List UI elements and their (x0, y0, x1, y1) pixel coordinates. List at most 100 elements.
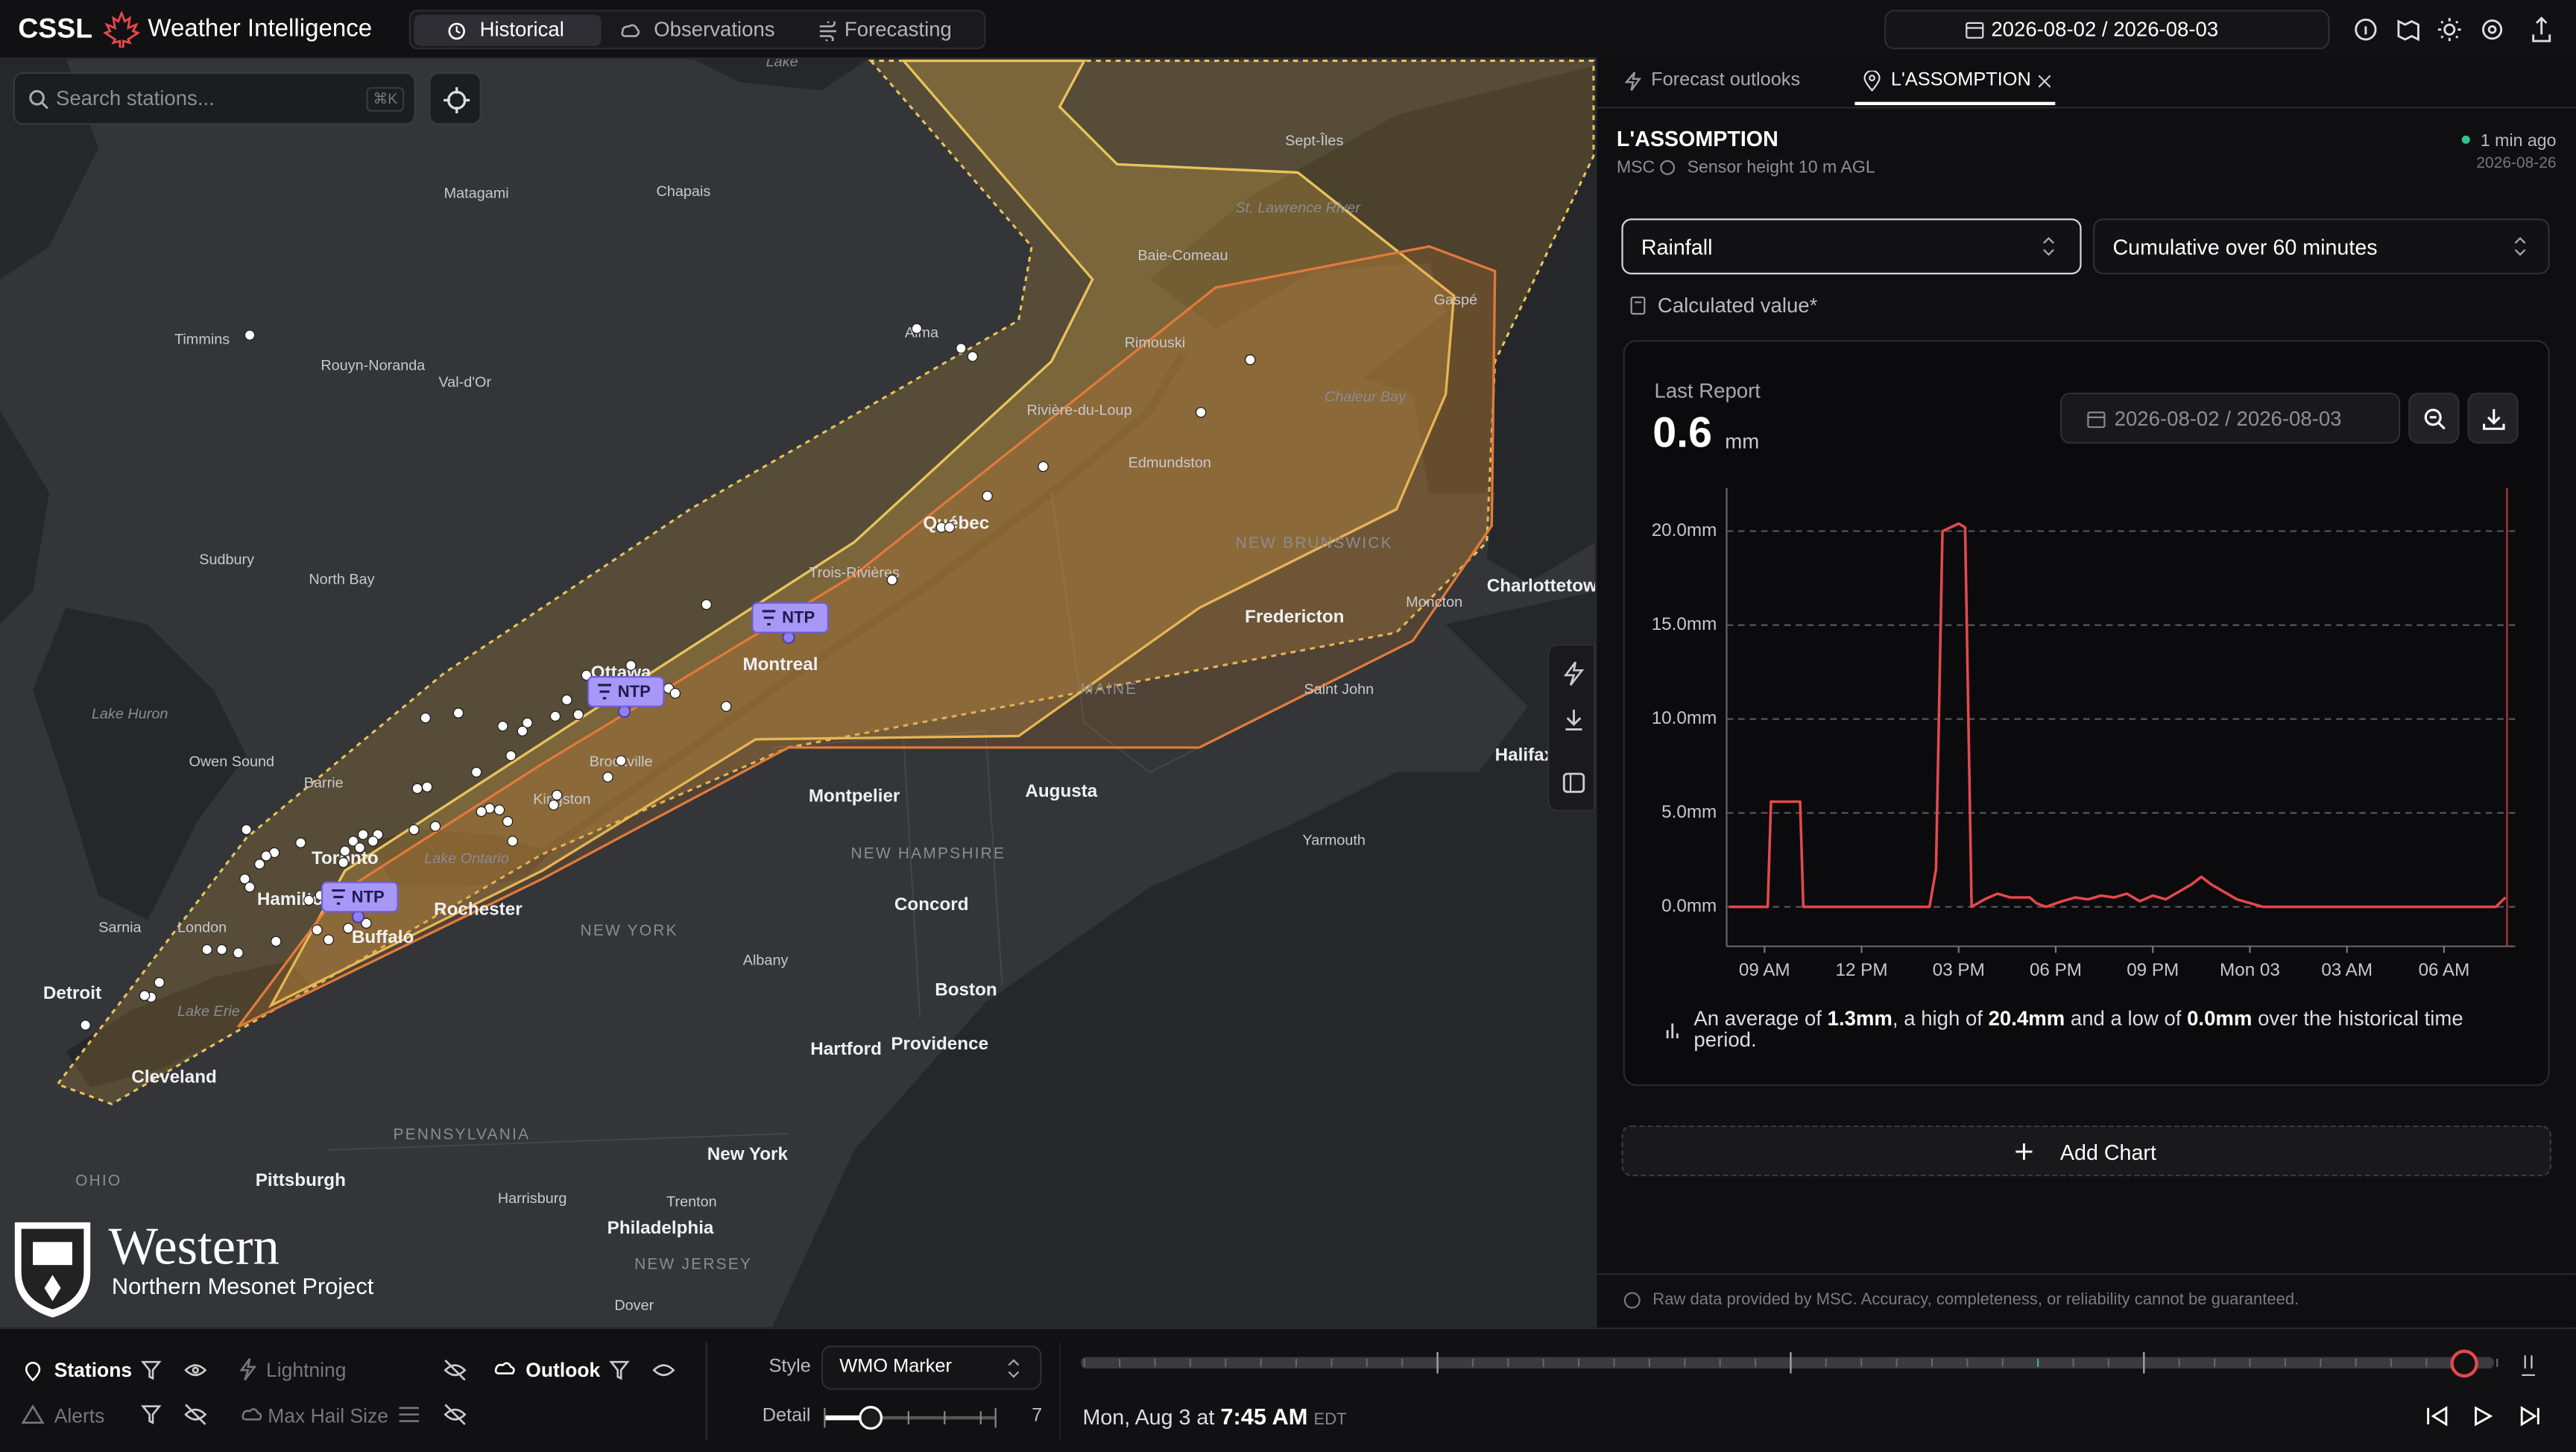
detail-slider[interactable] (821, 1401, 1002, 1437)
info-icon (1623, 1292, 1641, 1309)
map-tool-icons[interactable] (1562, 660, 1585, 798)
station-dot (139, 990, 151, 1001)
map[interactable]: Lake Sept-Îles Matagami Chapais Timmins Rouyn… (0, 57, 1596, 1328)
map-label: MAINE (1080, 681, 1137, 698)
date-range[interactable]: 2026-08-02 / 2026-08-03 (1884, 10, 2330, 50)
badge-icon (598, 684, 611, 700)
date-range-text: 2026-08-02 / 2026-08-03 (1991, 18, 2219, 42)
map-label: NEW YORK (581, 922, 678, 939)
station-dot (602, 771, 613, 783)
map-label: Montreal (742, 654, 818, 675)
station-dot (421, 781, 433, 793)
map-label: Halifax (1495, 745, 1555, 765)
add-chart-button[interactable]: Add Chart (1621, 1125, 2551, 1177)
map-label: Pittsburgh (256, 1170, 346, 1190)
x-tick-label: 09 PM (2127, 960, 2179, 980)
map-label: Cleveland (131, 1067, 216, 1087)
layer-label[interactable]: Stations (54, 1358, 133, 1382)
summary-text: , a high of (1892, 1007, 1989, 1030)
nav-tab[interactable]: Observations (604, 15, 789, 46)
station-dot (1195, 406, 1207, 418)
map-label: Moncton (1406, 594, 1462, 610)
close-icon[interactable] (2037, 74, 2052, 89)
calendar-icon (2087, 411, 2106, 429)
layer-label[interactable]: Max Hail Size (268, 1404, 388, 1428)
station-dot (347, 836, 359, 847)
time-prefix: Mon, Aug 3 at (1082, 1404, 1215, 1430)
layer-label[interactable]: Outlook (525, 1358, 601, 1382)
outlook-inner (268, 59, 1456, 1008)
map-label: Dover (614, 1297, 654, 1313)
aggregation: Cumulative over 60 minutes (2112, 235, 2378, 260)
layer-label[interactable]: Lightning (266, 1358, 347, 1382)
map-label: Lake Huron (92, 706, 168, 722)
calc-icon (1630, 296, 1646, 315)
info-icon (1660, 160, 1676, 175)
station-dot (420, 712, 432, 724)
map-label: Sept-Îles (1285, 132, 1343, 149)
map-label: Augusta (1025, 781, 1097, 801)
updated: 1 min ago (2480, 131, 2557, 151)
nav-tab[interactable]: Historical (414, 14, 602, 46)
map-label: Buffalo (352, 927, 414, 947)
summary-value: 1.3mm (1827, 1007, 1892, 1030)
layer-label[interactable]: Alerts (54, 1404, 105, 1428)
badge-label: NTP (352, 887, 385, 906)
station-dot (615, 755, 627, 766)
map-label: Saint John (1304, 681, 1374, 698)
variable: Rainfall (1641, 235, 1713, 260)
map-label: Concord (894, 894, 969, 915)
search-icon (29, 89, 49, 110)
map-label: Boston (935, 979, 997, 1000)
stats-icon (1666, 1023, 1679, 1038)
chart-date-range[interactable]: 2026-08-02 / 2026-08-03 (2059, 392, 2401, 444)
station-dot (561, 694, 572, 706)
panel-tab[interactable]: Forecast outlooks (1651, 70, 1801, 91)
style-select[interactable]: WMO Marker (821, 1345, 1042, 1390)
map-label: Rochester (434, 899, 523, 919)
layer-icons[interactable] (0, 1329, 723, 1452)
station-dot (507, 836, 518, 847)
nav-tab[interactable]: Forecasting (802, 15, 979, 46)
station-dot (244, 329, 256, 341)
status-dot (2461, 135, 2470, 144)
station-dot (982, 490, 993, 502)
x-tick-label: Mon 03 (2220, 960, 2280, 980)
station-dot (625, 660, 637, 671)
y-tick-label: 0.0mm (1661, 896, 1717, 916)
detail-value: 7 (1032, 1406, 1043, 1427)
variable-select[interactable]: Rainfall (1621, 218, 2082, 275)
chevrons (1008, 1359, 1020, 1378)
toolbar-icons[interactable] (2349, 13, 2563, 46)
station-dot (505, 750, 517, 762)
station-dot (303, 894, 315, 906)
locate-button[interactable] (429, 72, 482, 125)
timeline[interactable] (1059, 1329, 2576, 1452)
station-dot (572, 709, 584, 721)
logo-subtitle: Northern Mesonet Project (112, 1273, 374, 1299)
tab-icon (1624, 72, 1642, 91)
station-dot (361, 918, 372, 929)
search-box[interactable]: Search stations... ⌘K (13, 72, 416, 125)
map-label: Rimouski (1125, 335, 1186, 351)
download-button[interactable] (2467, 392, 2519, 444)
map-label: Albany (743, 953, 789, 969)
aggregation-select[interactable]: Cumulative over 60 minutes (2092, 218, 2550, 275)
station-dot (967, 351, 979, 362)
station-dot (517, 725, 528, 737)
station-dot (367, 836, 379, 847)
map-label: Sarnia (98, 920, 142, 936)
panel-tab[interactable]: L'ASSOMPTION (1890, 70, 2031, 91)
rainfall-line (1729, 522, 2507, 909)
water (0, 57, 1596, 1328)
station-dot (338, 856, 349, 868)
badge-anchor (782, 631, 795, 644)
add-chart-label: Add Chart (2059, 1140, 2156, 1165)
station-dot (354, 842, 365, 853)
station-dot (244, 881, 256, 893)
zoom-button[interactable] (2408, 392, 2460, 444)
outlook-outer (55, 60, 1595, 1105)
map-label: Rivière-du-Loup (1027, 402, 1132, 418)
station-dot (429, 821, 441, 832)
